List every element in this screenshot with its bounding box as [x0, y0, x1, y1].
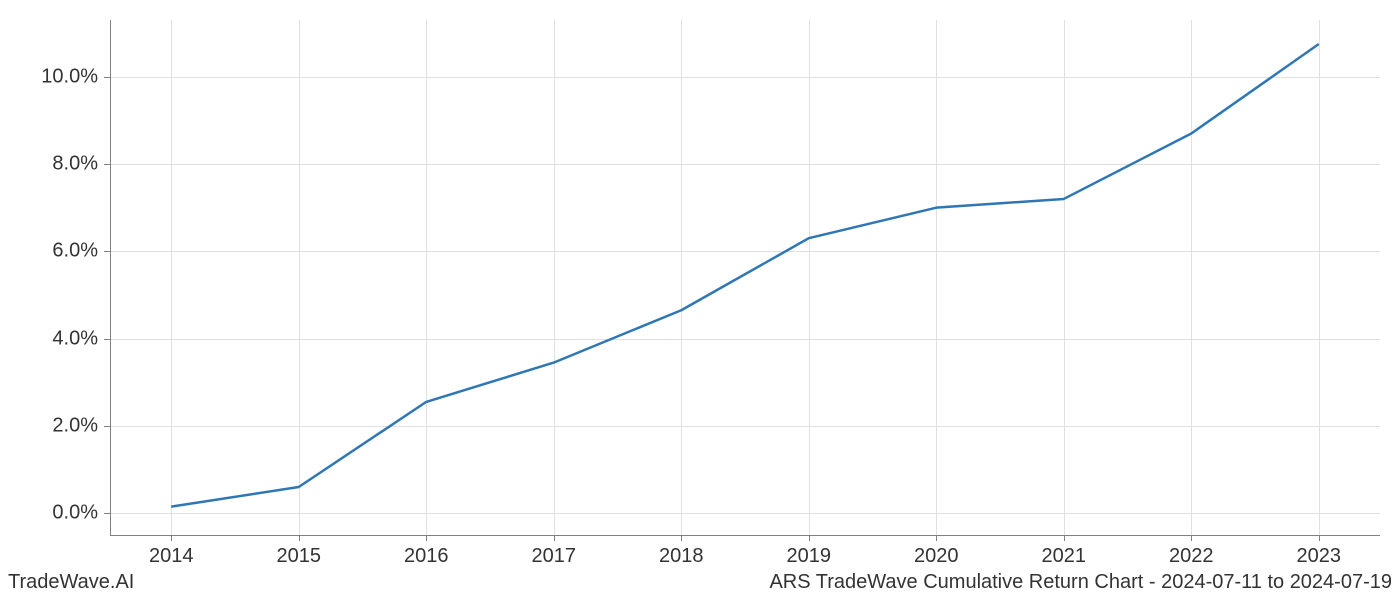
x-axis-spine — [110, 535, 1380, 536]
x-tick-label: 2017 — [531, 545, 576, 568]
y-tick-label: 2.0% — [52, 414, 98, 437]
x-tick-label: 2019 — [787, 545, 832, 568]
y-tick-label: 6.0% — [52, 240, 98, 263]
plot-area: 2014201520162017201820192020202120222023 — [110, 20, 1380, 535]
y-tick-label: 4.0% — [52, 327, 98, 350]
y-tick-label: 0.0% — [52, 502, 98, 525]
x-tick-label: 2020 — [914, 545, 959, 568]
cumulative-return-line — [171, 44, 1319, 507]
chart-container: 2014201520162017201820192020202120222023… — [0, 0, 1400, 600]
x-tick-label: 2018 — [659, 545, 704, 568]
line-series-svg — [110, 20, 1380, 535]
x-tick-label: 2016 — [404, 545, 449, 568]
x-tick-label: 2021 — [1042, 545, 1087, 568]
x-tick-label: 2023 — [1297, 545, 1342, 568]
y-tick-label: 10.0% — [41, 65, 98, 88]
x-tick-label: 2022 — [1169, 545, 1214, 568]
footer-caption: ARS TradeWave Cumulative Return Chart - … — [769, 571, 1392, 594]
x-tick-label: 2015 — [276, 545, 321, 568]
y-tick-label: 8.0% — [52, 153, 98, 176]
footer-brand: TradeWave.AI — [8, 571, 134, 594]
x-tick-label: 2014 — [149, 545, 194, 568]
